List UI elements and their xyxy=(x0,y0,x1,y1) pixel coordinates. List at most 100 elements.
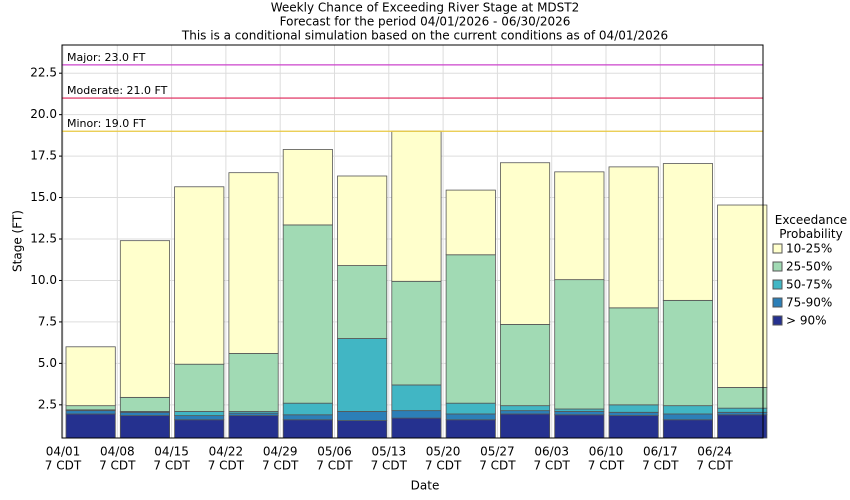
flood-label: Major: 23.0 FT xyxy=(67,51,146,64)
bar-segment xyxy=(499,405,551,412)
bar-segment xyxy=(282,402,333,416)
x-tick-label: 06/17 xyxy=(643,445,678,459)
bar-segment xyxy=(65,413,116,439)
bar-segment xyxy=(554,279,605,410)
bar-segment xyxy=(228,353,279,412)
legend-swatch xyxy=(772,261,783,272)
x-axis-label: Date xyxy=(411,479,440,493)
x-tick-label: 05/27 xyxy=(480,445,515,459)
bar-segment xyxy=(282,419,333,439)
bar-segment xyxy=(65,405,116,411)
bar-segment xyxy=(499,162,551,325)
x-tick-sublabel: 7 CDT xyxy=(99,459,136,473)
bar-segment xyxy=(608,404,659,413)
x-tick-sublabel: 7 CDT xyxy=(371,459,408,473)
legend-swatch xyxy=(772,297,783,308)
bar-segment xyxy=(717,407,768,413)
bar-segment xyxy=(337,338,388,412)
bar-segment xyxy=(445,254,496,404)
y-tick-label: 2.5 xyxy=(38,397,57,411)
y-axis-label: Stage (FT) xyxy=(11,210,25,272)
bar-segment xyxy=(174,415,225,421)
bar-segment xyxy=(717,204,768,388)
x-tick-sublabel: 7 CDT xyxy=(262,459,299,473)
x-tick-label: 04/08 xyxy=(100,445,135,459)
bar-segment xyxy=(337,265,388,339)
x-tick-label: 06/10 xyxy=(589,445,624,459)
x-tick-sublabel: 7 CDT xyxy=(642,459,679,473)
bar-segment xyxy=(717,387,768,409)
chart-subtitle: Forecast for the period 04/01/2026 - 06/… xyxy=(280,15,571,29)
bar-segment xyxy=(174,419,225,439)
bar-segment xyxy=(228,415,279,439)
bar-segment xyxy=(499,410,551,415)
legend-label: > 90% xyxy=(786,314,827,328)
legend-swatch xyxy=(772,243,783,254)
x-tick-label: 06/03 xyxy=(534,445,569,459)
chart-subtitle: This is a conditional simulation based o… xyxy=(181,29,668,43)
x-tick-sublabel: 7 CDT xyxy=(316,459,353,473)
legend-swatch xyxy=(772,279,783,290)
y-tick-label: 12.5 xyxy=(30,232,57,246)
bar-segment xyxy=(119,240,171,398)
x-tick-sublabel: 7 CDT xyxy=(588,459,625,473)
bar-segment xyxy=(174,363,225,412)
bar-segment xyxy=(662,299,713,407)
bar-segment xyxy=(608,307,659,406)
bar-segment xyxy=(445,413,496,421)
bar-segment xyxy=(65,346,116,407)
y-tick-label: 10.0 xyxy=(30,273,57,287)
bar-segment xyxy=(554,411,605,416)
x-tick-label: 04/29 xyxy=(263,445,298,459)
x-tick-sublabel: 7 CDT xyxy=(425,459,462,473)
bar-segment xyxy=(337,411,388,421)
y-tick-label: 7.5 xyxy=(38,314,57,328)
legend-label: 50-75% xyxy=(786,278,832,292)
bar-segment xyxy=(337,175,388,266)
x-tick-sublabel: 7 CDT xyxy=(208,459,245,473)
bar-segment xyxy=(499,324,551,407)
y-tick-label: 20.0 xyxy=(30,107,57,121)
legend-swatch xyxy=(772,315,783,326)
flood-label: Moderate: 21.0 FT xyxy=(67,84,168,97)
x-tick-label: 04/15 xyxy=(154,445,189,459)
bar-segment xyxy=(608,411,659,417)
bar-segment xyxy=(391,130,442,282)
bar-segment xyxy=(445,189,496,256)
bar-segment xyxy=(717,414,768,439)
bar-segment xyxy=(554,171,605,281)
bar-segment xyxy=(337,420,388,439)
bar-segment xyxy=(65,410,116,415)
bar-segment xyxy=(174,411,225,417)
y-tick-label: 22.5 xyxy=(30,66,57,80)
bar-segment xyxy=(391,417,442,439)
x-tick-label: 04/22 xyxy=(209,445,244,459)
bar-segment xyxy=(119,411,171,417)
y-tick-label: 15.0 xyxy=(30,190,57,204)
legend-label: 75-90% xyxy=(786,296,832,310)
bar-segment xyxy=(174,186,225,365)
bar-segment xyxy=(391,384,442,412)
bar-segment xyxy=(119,396,171,412)
bar-segment xyxy=(445,419,496,439)
bar-segment xyxy=(662,419,713,439)
bar-segment xyxy=(499,413,551,439)
y-tick-label: 5.0 xyxy=(38,356,57,370)
legend-label: 25-50% xyxy=(786,260,832,274)
x-tick-label: 05/06 xyxy=(317,445,352,459)
bar-segment xyxy=(662,405,713,415)
bar-segment xyxy=(282,224,333,404)
chart-title: Weekly Chance of Exceeding River Stage a… xyxy=(271,1,580,15)
bar-segment xyxy=(391,280,442,386)
legend-title: Exceedance Probability xyxy=(775,213,847,241)
x-tick-sublabel: 7 CDT xyxy=(153,459,190,473)
bar-segment xyxy=(554,414,605,439)
bar-segment xyxy=(608,166,659,309)
x-tick-sublabel: 7 CDT xyxy=(45,459,82,473)
bar-segment xyxy=(282,414,333,421)
bar-segment xyxy=(445,402,496,415)
bar-segment xyxy=(662,413,713,421)
bar-segment xyxy=(282,149,333,226)
x-tick-sublabel: 7 CDT xyxy=(533,459,570,473)
